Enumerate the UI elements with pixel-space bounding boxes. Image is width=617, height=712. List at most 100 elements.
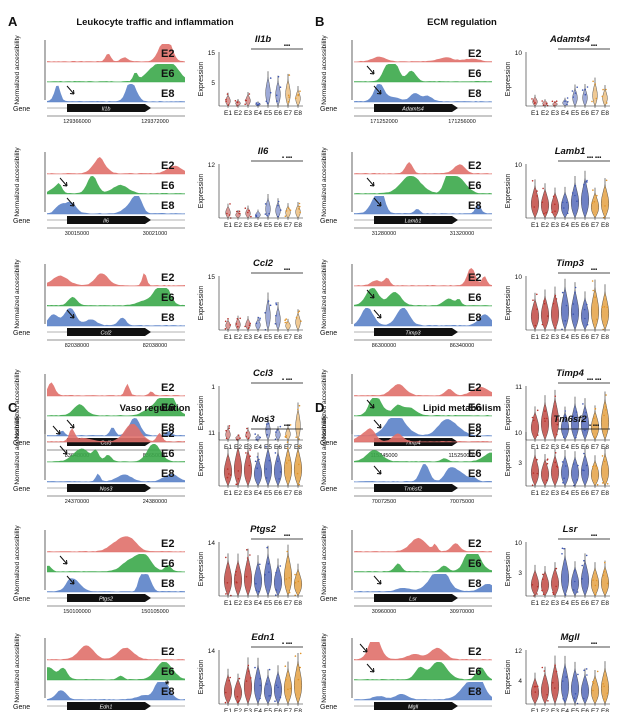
violin-point	[586, 303, 588, 306]
violin-title: Edn1	[251, 632, 274, 643]
accessibility-track-e2	[47, 645, 185, 660]
violin-x-label: E1	[224, 600, 232, 607]
violin-x-label: E8	[601, 222, 609, 229]
peak-arrow	[66, 419, 75, 429]
gene-model-arrow	[374, 702, 458, 710]
violin-point	[533, 419, 535, 422]
track-y-label: Normalized accessibility	[14, 525, 21, 595]
violin-point	[268, 571, 270, 573]
violin-point	[563, 207, 565, 209]
violin-point	[556, 465, 558, 468]
violin-point	[606, 692, 609, 694]
violin-x-label: E8	[601, 490, 609, 497]
violin-y-label: Expression	[198, 442, 205, 477]
violin-point	[536, 585, 539, 588]
violin-point	[596, 483, 599, 486]
track-label: E6	[161, 666, 174, 678]
violin-e2	[235, 315, 241, 331]
peak-arrow	[52, 425, 61, 435]
violin-e5	[265, 71, 271, 107]
violin-point	[264, 574, 266, 576]
track-label: E2	[161, 382, 174, 394]
violin-x-label: E1	[224, 334, 232, 341]
violin-point	[536, 472, 539, 475]
peak-arrow	[359, 643, 368, 653]
gene-row-il6: Normalized accessibility E2 E6 E8 Il6 Gene 300…	[13, 146, 303, 237]
gene-axis-label: Gene	[320, 596, 337, 603]
violin-x-label: E7	[284, 708, 292, 712]
track-label: E2	[161, 428, 174, 440]
gene-axis-label: Gene	[320, 106, 337, 113]
violin-point	[299, 90, 301, 92]
violin-point	[567, 101, 569, 103]
violin-point	[276, 429, 278, 431]
violin-x-label: E2	[234, 600, 242, 607]
violin-point	[294, 97, 297, 99]
violin-point	[574, 286, 577, 289]
violin-point	[536, 593, 538, 595]
violin-point	[274, 438, 277, 441]
violin-point	[582, 697, 585, 700]
violin-point	[564, 320, 566, 322]
violin-x-label: E7	[591, 708, 599, 712]
significance-marks: ▪▪▪	[591, 43, 597, 49]
violin-point	[555, 298, 558, 300]
violin-point	[564, 415, 566, 417]
track-label: E6	[161, 448, 174, 460]
violin-point	[603, 414, 605, 417]
violin-point	[591, 100, 593, 103]
peak-arrow	[373, 85, 382, 95]
violin-point	[566, 97, 569, 99]
violin-point	[228, 214, 231, 216]
accessibility-track-e2	[354, 428, 492, 442]
violin-point	[224, 320, 227, 323]
violin-point	[239, 212, 241, 215]
violin-point	[238, 210, 241, 213]
violin-point	[288, 577, 291, 579]
gene-axis-label: Gene	[320, 704, 337, 711]
gene-axis-label: Gene	[13, 486, 30, 493]
violin-point	[552, 593, 555, 595]
violin-x-label: E3	[551, 110, 559, 117]
violin-point	[554, 452, 557, 454]
violin-point	[277, 200, 280, 203]
violin-point	[267, 563, 270, 565]
violin-e1	[225, 203, 231, 219]
violin-point	[591, 202, 594, 204]
gene-row-timp4: Normalized accessibility E2 E6 E8 Timp4 Gene 1…	[320, 368, 610, 459]
violin-point	[298, 205, 301, 208]
violin-point	[581, 578, 583, 580]
track-label: E8	[468, 468, 481, 480]
violin-point	[286, 447, 289, 450]
accessibility-track-e2	[354, 56, 492, 62]
violin-point	[279, 86, 282, 88]
violin-point	[552, 681, 554, 684]
violin-point	[547, 700, 549, 702]
violin-point	[554, 395, 556, 398]
track-label: E2	[468, 538, 481, 550]
violin-x-label: E5	[571, 444, 579, 451]
violin-e1	[223, 668, 233, 705]
violin-x-label: E1	[531, 444, 539, 451]
violin-point	[594, 407, 597, 410]
track-label: E8	[468, 422, 481, 434]
violin-ymax: 10	[515, 274, 523, 281]
violin-x-label: E7	[591, 334, 599, 341]
track-y-label: Normalized accessibility	[14, 35, 21, 105]
violin-title: Timp3	[556, 258, 585, 269]
gene-model-name: Mgll	[408, 705, 419, 711]
violin-point	[226, 212, 228, 215]
violin-point	[596, 467, 599, 469]
violin-point	[571, 90, 574, 92]
violin-e1	[530, 564, 540, 597]
violin-point	[298, 310, 301, 313]
violin-point	[279, 471, 282, 473]
violin-point	[277, 215, 279, 218]
significance-marks: ▪▪▪ ▪▪▪	[587, 377, 601, 383]
violin-point	[279, 565, 282, 567]
violin-ymid: 4	[518, 678, 522, 685]
coordinate-tick: 115245000	[370, 453, 397, 459]
violin-point	[603, 685, 605, 688]
track-label: E8	[468, 200, 481, 212]
